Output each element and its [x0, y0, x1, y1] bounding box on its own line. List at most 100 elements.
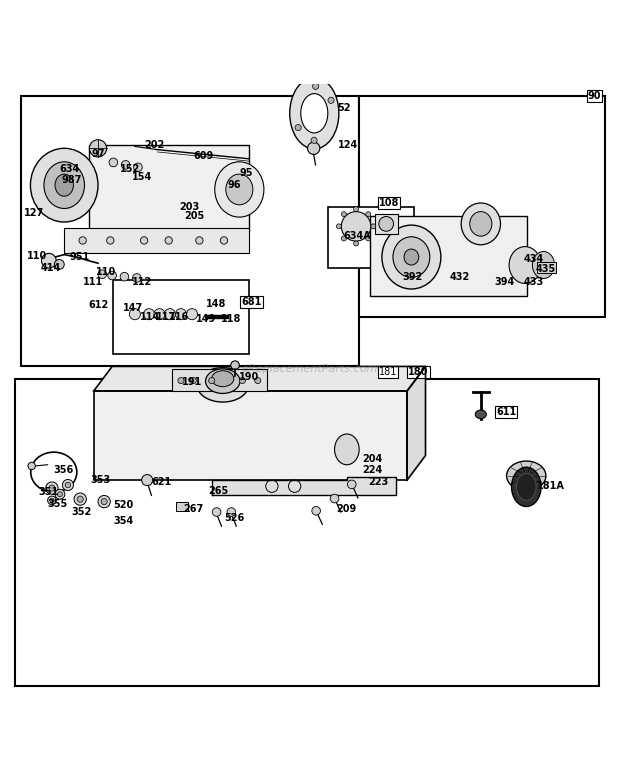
Text: 202: 202 [144, 140, 164, 150]
Ellipse shape [379, 217, 394, 231]
Bar [113, 281, 249, 354]
Ellipse shape [55, 174, 73, 196]
Circle shape [220, 237, 228, 244]
Circle shape [295, 124, 301, 131]
Text: 392: 392 [402, 272, 422, 282]
Ellipse shape [44, 162, 84, 209]
Text: 204: 204 [362, 454, 383, 464]
Circle shape [140, 237, 148, 244]
Ellipse shape [197, 368, 249, 402]
Ellipse shape [470, 212, 492, 236]
Circle shape [108, 271, 117, 280]
Text: 90: 90 [588, 91, 601, 101]
Text: 414: 414 [41, 263, 61, 273]
Text: 205: 205 [184, 211, 204, 221]
Circle shape [328, 97, 334, 103]
Bar [359, 96, 605, 317]
Ellipse shape [301, 94, 328, 133]
Circle shape [120, 272, 129, 281]
Bar [64, 228, 249, 253]
Circle shape [208, 378, 215, 384]
Text: 95: 95 [239, 168, 253, 178]
Text: 108: 108 [379, 198, 399, 208]
Text: 97: 97 [92, 149, 105, 160]
Circle shape [227, 508, 236, 516]
Text: 117: 117 [156, 312, 177, 322]
Ellipse shape [404, 249, 418, 265]
Text: 634A: 634A [344, 231, 371, 241]
Circle shape [55, 260, 64, 269]
Text: 114: 114 [140, 312, 160, 322]
Text: 180: 180 [409, 367, 428, 377]
Text: 433: 433 [524, 277, 544, 287]
Text: 611: 611 [496, 407, 516, 417]
Text: 154: 154 [132, 172, 152, 182]
Circle shape [337, 224, 342, 229]
Ellipse shape [290, 77, 339, 149]
Text: 110: 110 [27, 251, 48, 261]
Bar [89, 145, 249, 231]
Circle shape [89, 140, 107, 157]
Circle shape [109, 158, 118, 167]
Text: 609: 609 [193, 151, 213, 160]
Circle shape [143, 309, 154, 320]
Ellipse shape [461, 203, 500, 245]
Circle shape [308, 142, 320, 154]
Text: 181: 181 [379, 367, 397, 377]
Circle shape [342, 212, 347, 217]
Bar [172, 369, 267, 391]
Text: 181A: 181A [538, 481, 565, 491]
Text: 432: 432 [450, 272, 471, 282]
Polygon shape [407, 367, 425, 480]
Text: 351: 351 [38, 487, 59, 497]
Circle shape [330, 494, 339, 503]
Bar [15, 378, 599, 686]
Ellipse shape [335, 434, 359, 465]
Circle shape [49, 485, 55, 491]
Text: 526: 526 [224, 513, 244, 523]
Bar [538, 262, 556, 273]
Circle shape [107, 237, 114, 244]
Text: 353: 353 [91, 475, 111, 485]
Text: 394: 394 [494, 277, 515, 287]
Circle shape [175, 309, 187, 320]
Ellipse shape [211, 371, 234, 386]
Text: 124: 124 [338, 140, 358, 150]
Circle shape [366, 212, 371, 217]
Text: 434: 434 [524, 254, 544, 264]
Bar [370, 216, 527, 296]
Circle shape [98, 270, 107, 278]
Text: 191: 191 [182, 377, 203, 387]
Circle shape [42, 253, 56, 268]
Ellipse shape [342, 212, 371, 241]
Ellipse shape [509, 246, 541, 283]
Circle shape [141, 475, 153, 486]
Text: eReplacementParts.com: eReplacementParts.com [242, 364, 378, 375]
Circle shape [239, 378, 246, 384]
Text: 265: 265 [208, 486, 229, 496]
Ellipse shape [512, 467, 541, 507]
Polygon shape [211, 477, 396, 496]
Circle shape [353, 241, 358, 246]
Circle shape [196, 237, 203, 244]
Text: 96: 96 [227, 180, 241, 190]
Circle shape [371, 224, 376, 229]
Circle shape [190, 378, 197, 384]
Ellipse shape [533, 252, 554, 278]
Text: 110: 110 [96, 267, 117, 278]
Circle shape [55, 490, 65, 499]
Bar [451, 378, 525, 434]
Text: 355: 355 [48, 499, 68, 509]
Text: 267: 267 [183, 504, 203, 514]
Text: 435: 435 [536, 264, 556, 274]
Circle shape [65, 482, 71, 488]
Circle shape [133, 274, 141, 282]
Circle shape [187, 309, 198, 320]
Bar [94, 391, 407, 480]
Text: 612: 612 [89, 300, 109, 310]
Text: 621: 621 [151, 477, 172, 487]
Text: 352: 352 [71, 507, 92, 517]
Circle shape [164, 309, 175, 320]
Circle shape [58, 492, 63, 497]
Bar [329, 206, 414, 268]
